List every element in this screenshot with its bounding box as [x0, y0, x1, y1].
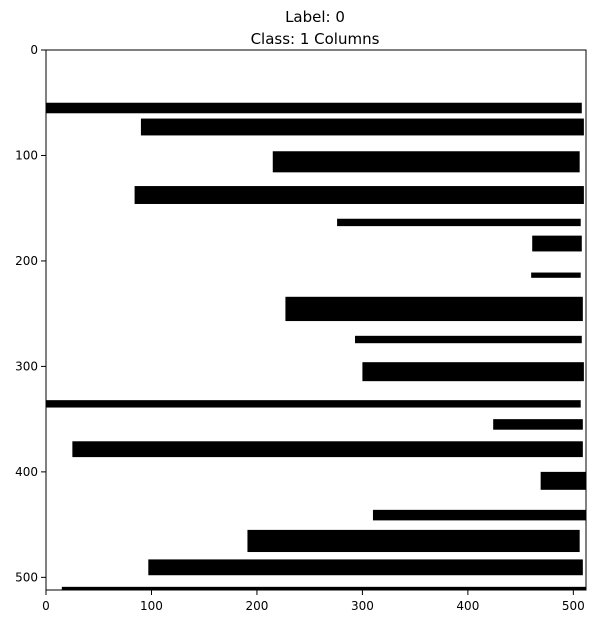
x-tick-label-100: 100: [140, 599, 163, 613]
data-bar-8: [285, 296, 583, 322]
x-tick-label-200: 200: [245, 599, 268, 613]
data-bar-7: [531, 272, 581, 278]
data-bar-14: [540, 471, 586, 490]
data-bar-2: [140, 118, 584, 136]
y-tick-label-0: 0: [30, 43, 38, 57]
x-tick-label-500: 500: [562, 599, 585, 613]
y-tick-label-300: 300: [15, 359, 38, 373]
plot-frame: [45, 49, 587, 591]
data-bar-17: [148, 559, 583, 576]
data-bar-9: [355, 335, 582, 344]
data-bar-18: [61, 586, 586, 590]
chart-title-line-1: Label: 0: [285, 8, 345, 26]
data-bar-13: [72, 441, 583, 458]
y-tick-label-100: 100: [15, 148, 38, 162]
chart-title-line-2: Class: 1 Columns: [251, 30, 380, 48]
plot-area: [46, 50, 586, 590]
data-bar-11: [46, 400, 581, 408]
data-bar-12: [493, 419, 583, 430]
y-axis: 0 100 200 300 400 500: [15, 43, 46, 584]
data-bar-6: [532, 235, 582, 252]
data-bar-1: [46, 102, 582, 114]
x-tick-label-400: 400: [456, 599, 479, 613]
data-bar-4: [134, 186, 584, 204]
data-bar-3: [272, 151, 580, 173]
data-bar-15: [372, 509, 586, 521]
data-bar-16: [247, 529, 580, 553]
x-axis: 0 100 200 300 400 500: [42, 590, 585, 613]
y-tick-label-200: 200: [15, 254, 38, 268]
y-tick-label-400: 400: [15, 465, 38, 479]
x-tick-label-300: 300: [351, 599, 374, 613]
data-bar-10: [362, 362, 584, 382]
y-tick-label-500: 500: [15, 570, 38, 584]
x-tick-label-0: 0: [42, 599, 50, 613]
data-bar-5: [337, 218, 581, 227]
